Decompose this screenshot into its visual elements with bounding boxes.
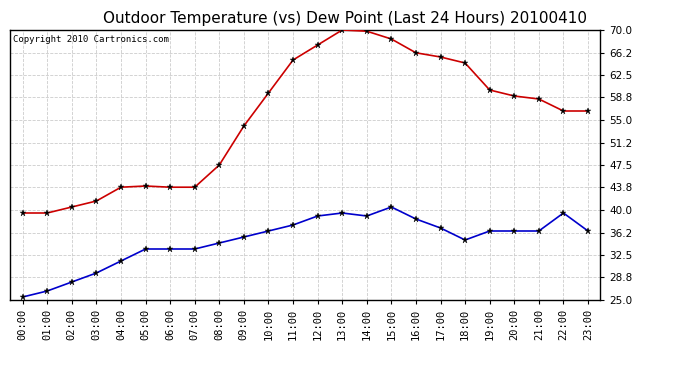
Text: Outdoor Temperature (vs) Dew Point (Last 24 Hours) 20100410: Outdoor Temperature (vs) Dew Point (Last… (103, 11, 587, 26)
Text: Copyright 2010 Cartronics.com: Copyright 2010 Cartronics.com (13, 35, 169, 44)
